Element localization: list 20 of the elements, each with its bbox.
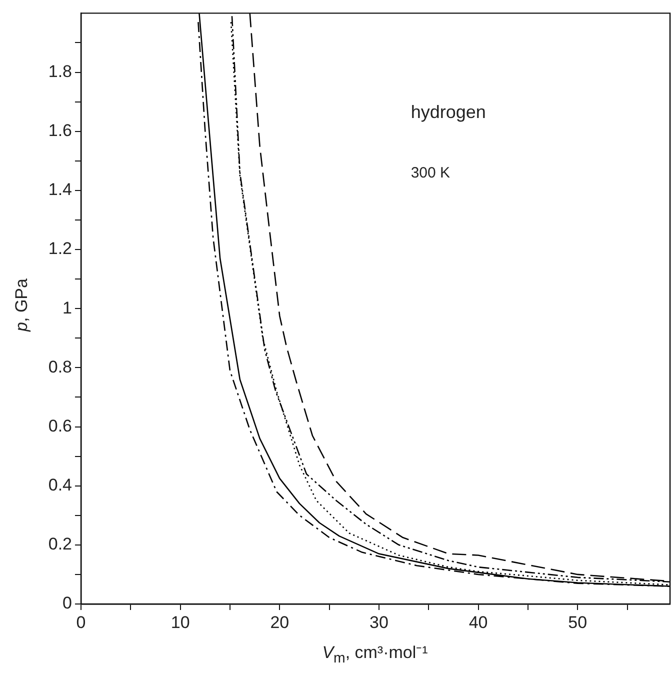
y-tick-label: 1.8: [48, 62, 72, 81]
y-tick-label: 0.2: [48, 534, 72, 554]
y-tick-label: 1.4: [48, 180, 72, 200]
y-tick-label: 0: [62, 594, 72, 613]
annotation: 300 K: [410, 164, 450, 182]
x-tick-label: 30: [370, 612, 388, 632]
x-tick-label: 20: [270, 612, 290, 632]
y-tick-label: 1.6: [48, 121, 72, 140]
y-axis-title: p, GPa: [12, 278, 32, 332]
y-tick-label: 0.8: [48, 357, 72, 376]
y-tick-label: 1.2: [48, 239, 72, 258]
x-tick-label: 0: [76, 612, 86, 632]
x-axis-title: V$_{m}$, cm³·mol⁻¹: [321, 642, 429, 666]
annotation: hydrogen: [410, 102, 486, 122]
y-tick-label: 0.6: [48, 416, 72, 436]
y-tick-label: 0.4: [48, 476, 72, 495]
x-tick-label: 10: [170, 612, 190, 632]
x-tick-label: 40: [468, 612, 488, 632]
y-tick-label: 1: [62, 298, 72, 318]
x-tick-label: 50: [568, 612, 588, 632]
